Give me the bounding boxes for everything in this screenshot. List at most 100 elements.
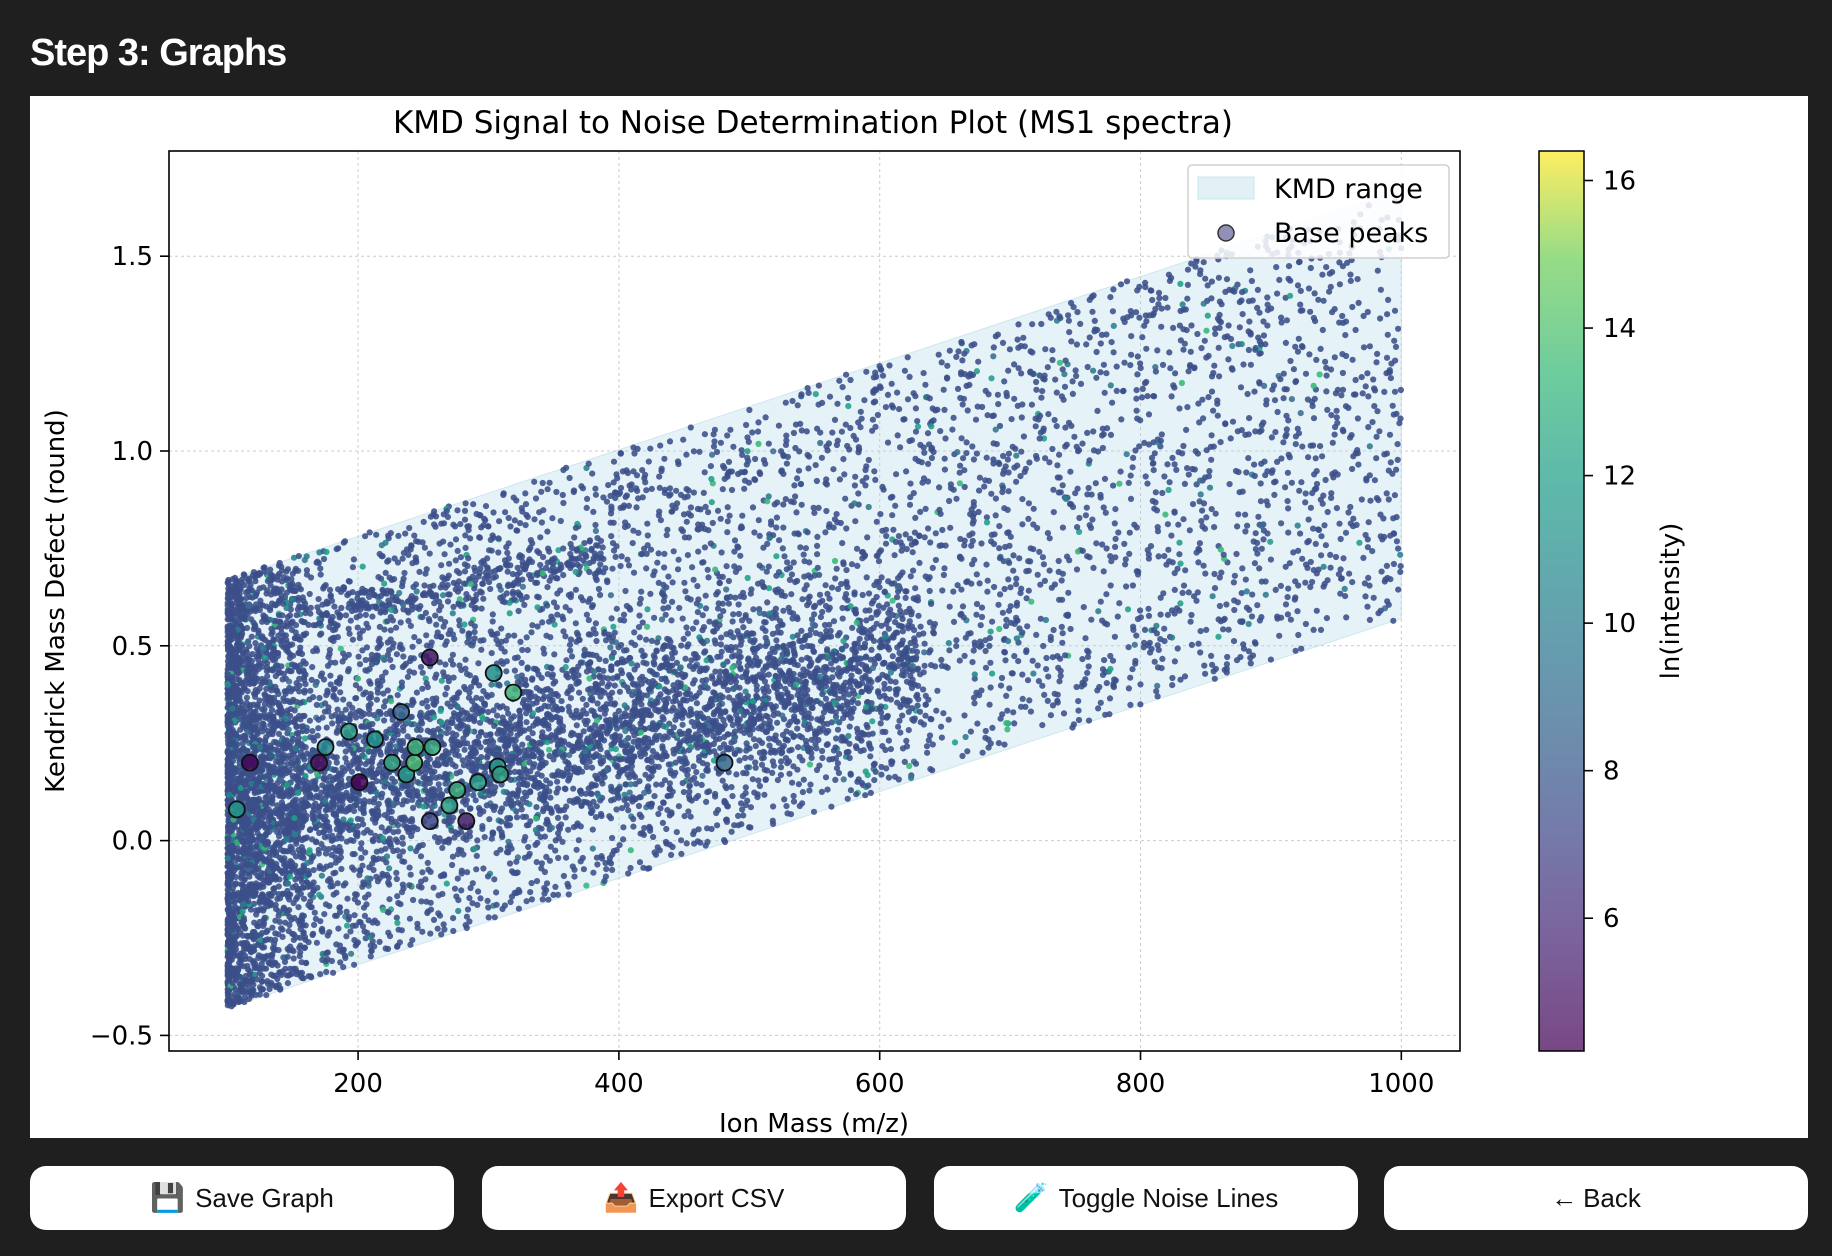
- noise-point: [1030, 505, 1037, 512]
- noise-point: [344, 592, 351, 599]
- noise-point: [1364, 544, 1371, 551]
- noise-point: [1383, 490, 1390, 497]
- graph-panel: KMD Signal to Noise Determination Plot (…: [30, 96, 1808, 1138]
- noise-point: [836, 476, 844, 483]
- noise-point: [1123, 278, 1131, 285]
- noise-point: [1126, 550, 1133, 557]
- noise-point: [914, 418, 921, 425]
- noise-point: [716, 573, 723, 580]
- noise-point: [522, 522, 529, 529]
- noise-point: [959, 357, 966, 364]
- noise-point: [928, 454, 936, 462]
- noise-point: [255, 923, 262, 930]
- noise-point: [627, 847, 634, 854]
- noise-point: [1185, 368, 1192, 375]
- noise-point: [1387, 459, 1394, 466]
- noise-point: [1029, 657, 1036, 664]
- noise-point: [246, 661, 253, 668]
- noise-point: [349, 636, 356, 643]
- noise-point: [461, 507, 469, 514]
- noise-point: [973, 450, 981, 457]
- noise-point: [1104, 425, 1111, 432]
- noise-point: [286, 699, 294, 706]
- noise-point: [1272, 478, 1279, 485]
- noise-point: [1211, 675, 1218, 682]
- noise-point: [1347, 520, 1354, 527]
- noise-point: [755, 517, 762, 524]
- noise-point: [437, 615, 444, 622]
- noise-point: [1352, 376, 1359, 384]
- noise-point: [1006, 685, 1013, 692]
- noise-point: [1349, 303, 1356, 311]
- noise-point: [978, 540, 985, 547]
- noise-point: [351, 912, 358, 919]
- noise-point: [1311, 290, 1318, 297]
- noise-point: [1095, 448, 1102, 455]
- noise-point: [647, 445, 654, 452]
- noise-point: [579, 695, 586, 703]
- noise-point: [1324, 577, 1331, 584]
- noise-point: [922, 692, 929, 700]
- noise-point: [1117, 468, 1124, 475]
- noise-point: [715, 605, 722, 612]
- noise-point: [1267, 556, 1274, 563]
- noise-point: [1216, 602, 1223, 610]
- noise-point: [738, 447, 745, 454]
- noise-point: [1074, 524, 1081, 531]
- noise-point: [683, 518, 690, 525]
- noise-point: [394, 893, 401, 900]
- noise-point: [1103, 591, 1110, 598]
- noise-point: [1089, 516, 1096, 523]
- noise-point: [1347, 434, 1354, 441]
- noise-point: [511, 667, 518, 674]
- noise-point: [362, 894, 369, 901]
- noise-point: [466, 894, 473, 902]
- noise-point: [1366, 443, 1373, 450]
- noise-point: [633, 485, 640, 492]
- noise-point: [972, 416, 980, 423]
- noise-point: [1294, 608, 1301, 615]
- noise-point: [761, 791, 768, 798]
- noise-point: [1000, 452, 1007, 460]
- noise-point: [917, 623, 924, 630]
- noise-point: [560, 466, 567, 474]
- noise-point: [1261, 458, 1268, 465]
- noise-point: [921, 662, 928, 669]
- noise-point: [442, 661, 449, 668]
- noise-point: [259, 892, 266, 900]
- noise-point: [995, 740, 1003, 747]
- noise-point: [1110, 286, 1117, 293]
- noise-point: [1188, 322, 1195, 329]
- noise-point: [1170, 324, 1177, 331]
- noise-point: [426, 550, 433, 557]
- noise-point: [1005, 488, 1012, 495]
- noise-point: [946, 347, 953, 354]
- noise-point: [1006, 559, 1013, 566]
- noise-point: [780, 524, 787, 531]
- noise-point: [1052, 376, 1059, 383]
- noise-point: [1212, 510, 1219, 517]
- noise-point: [926, 574, 933, 581]
- noise-point: [278, 629, 285, 636]
- noise-point: [571, 873, 578, 880]
- noise-point: [684, 552, 692, 559]
- noise-point: [1018, 448, 1025, 455]
- noise-point: [1365, 519, 1372, 526]
- noise-point: [795, 781, 803, 788]
- noise-point: [1208, 432, 1215, 439]
- noise-point: [1143, 318, 1150, 325]
- noise-point: [1025, 587, 1032, 594]
- noise-point: [226, 634, 234, 642]
- noise-point: [656, 484, 663, 491]
- noise-point: [484, 897, 491, 905]
- noise-point: [405, 551, 412, 558]
- noise-point: [691, 828, 698, 835]
- noise-point: [1366, 616, 1373, 624]
- noise-point: [655, 579, 662, 586]
- noise-point: [1352, 326, 1359, 334]
- noise-point: [842, 421, 849, 428]
- noise-point: [777, 764, 785, 771]
- noise-point: [1299, 443, 1306, 450]
- noise-point: [1390, 617, 1397, 624]
- noise-point: [738, 800, 745, 807]
